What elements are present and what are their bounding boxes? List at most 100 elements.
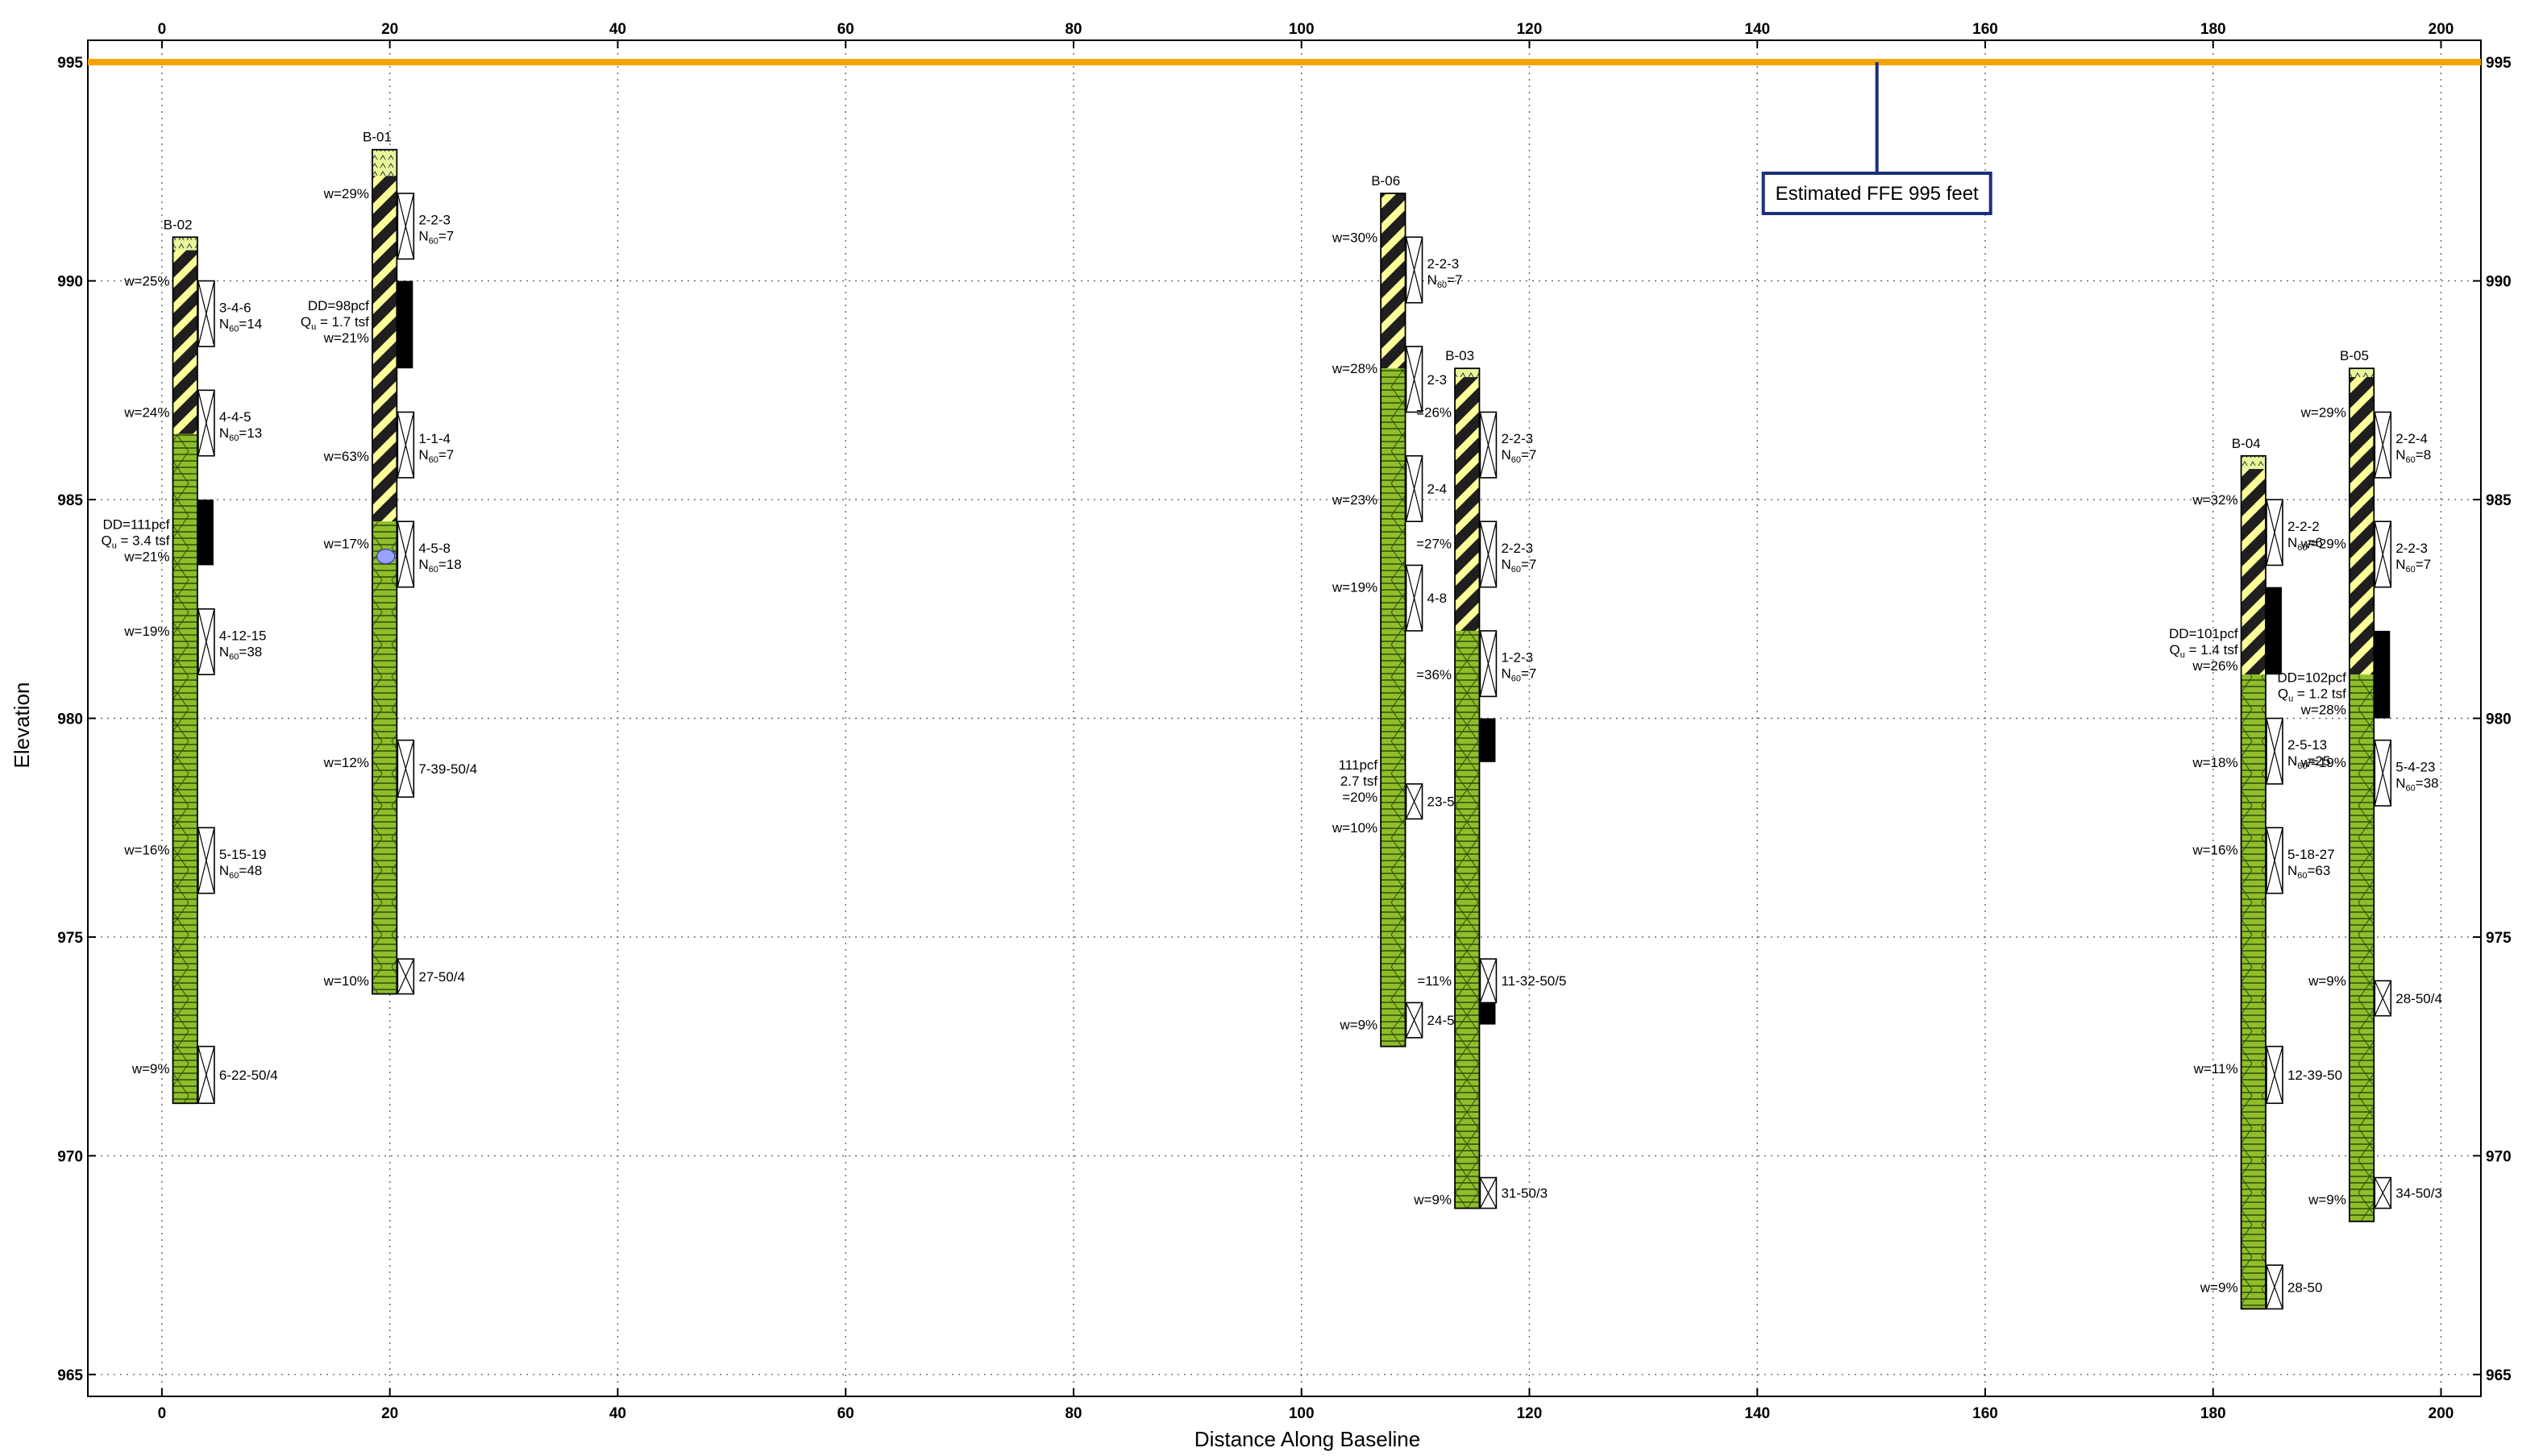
boring-id-label: B-04 [2232, 436, 2261, 451]
moisture-content-label: w=17% [323, 536, 369, 551]
spt-sample-cross [197, 608, 215, 675]
moisture-content-label: w=9% [131, 1061, 170, 1076]
blow-count-label: 7-39-50/4 [418, 761, 477, 777]
moisture-content-label: w=10% [323, 973, 369, 989]
boring-id-label: B-02 [164, 217, 193, 232]
moisture-content-label: w=32% [2192, 492, 2237, 508]
x-tick-label-bottom: 180 [2200, 1405, 2226, 1422]
y-axis-label: Elevation [10, 682, 34, 769]
lab-test-label: DD=111pcf [103, 516, 170, 532]
soil-layer-clay [172, 250, 197, 434]
n60-label: N60=7 [2395, 557, 2431, 575]
x-tick-label-bottom: 140 [1744, 1405, 1770, 1422]
blow-count-label: 5-18-27 [2287, 847, 2335, 862]
x-tick-label-bottom: 60 [837, 1405, 854, 1422]
y-tick-label-left: 970 [57, 1148, 83, 1165]
spt-sample-cross [1405, 237, 1423, 303]
x-tick-label-bottom: 80 [1065, 1405, 1082, 1422]
moisture-content-label: w=10% [1332, 820, 1377, 836]
blow-count-label: 3-4-6 [219, 300, 251, 315]
moisture-content-label: w=16% [2192, 842, 2237, 857]
moisture-content-label: w=19% [2300, 755, 2346, 770]
n60-label: N60=7 [1501, 666, 1536, 684]
y-tick-label-left: 965 [57, 1367, 83, 1384]
lab-qu-label: Qu = 3.4 tsf [101, 533, 169, 550]
y-tick-label-right: 980 [2486, 711, 2512, 728]
spt-sample-cross [397, 958, 414, 994]
n60-label: N60=8 [2395, 447, 2431, 465]
lab-qu-label: Qu = 1.2 tsf [2278, 686, 2346, 703]
boring-id-label: B-03 [1445, 348, 1474, 363]
spt-sample-cross [2266, 718, 2283, 785]
moisture-content-label: w=30% [1332, 230, 1377, 245]
soil-layer-clay [372, 176, 397, 522]
moisture-content-label: w=9% [2308, 973, 2346, 989]
x-tick-label-top: 160 [1972, 21, 1998, 38]
spt-sample-cross [197, 280, 215, 347]
boring-id-label: B-01 [363, 130, 392, 145]
blow-count-label: 28-50/4 [2395, 991, 2442, 1006]
n60-label: N60=7 [418, 229, 454, 247]
boring-outline [1454, 367, 1481, 1209]
y-tick-label-right: 965 [2486, 1367, 2512, 1384]
n60-label: N60=38 [2395, 775, 2438, 793]
blow-count-label: 2-3 [1427, 372, 1448, 388]
spt-sample-cross [397, 740, 414, 798]
moisture-content-label: w=24% [123, 404, 169, 420]
x-tick-label-bottom: 40 [609, 1405, 626, 1422]
moisture-content-label: =11% [1417, 973, 1452, 989]
y-tick-label-left: 980 [57, 711, 83, 728]
n60-label: N60=6 [2287, 535, 2323, 553]
n60-label: N60=63 [2287, 863, 2330, 881]
n60-label: N60=25 [2287, 753, 2330, 771]
soil-layer-topsoil [2349, 368, 2375, 378]
moisture-content-label: w=18% [2192, 755, 2237, 770]
boring-outline [1380, 193, 1406, 1047]
spt-sample-cross [397, 193, 414, 259]
blow-count-label: 2-5-13 [2287, 737, 2327, 753]
moisture-content-label: w=19% [123, 624, 169, 639]
spt-sample-cross [1479, 521, 1498, 587]
soil-layer-topsoil [172, 237, 197, 251]
blow-count-label: 4-4-5 [219, 409, 251, 425]
moisture-content-label: w=9% [2308, 1193, 2346, 1208]
n60-label: N60=7 [418, 447, 454, 465]
moisture-content-label: w=29% [323, 186, 369, 201]
moisture-content-label: w=63% [323, 449, 369, 464]
ffe-callout-label: Estimated FFE 995 feet [1776, 183, 1979, 205]
blow-count-label: 2-2-3 [1427, 256, 1460, 272]
blow-count-label: 4-12-15 [219, 628, 267, 643]
blow-count-label: 6-22-50/4 [219, 1068, 278, 1083]
spt-sample-cross [397, 521, 414, 587]
x-tick-label-bottom: 0 [158, 1405, 167, 1422]
boring-b-03: B-032-2-3N60=72-2-3N60=71-2-3N60=711-32-… [1413, 348, 1566, 1209]
blow-count-label: 34-50/3 [2395, 1186, 2442, 1201]
blow-count-label: 5-4-23 [2395, 759, 2435, 774]
borings-layer: B-023-4-6N60=144-4-5N60=134-12-15N60=385… [101, 130, 2442, 1310]
x-tick-label-top: 100 [1289, 21, 1315, 38]
x-tick-label-bottom: 100 [1289, 1405, 1315, 1422]
soil-layer-glacial [2241, 674, 2266, 1309]
spt-sample-cross [1405, 346, 1423, 413]
x-tick-label-bottom: 20 [381, 1405, 398, 1422]
spt-sample-cross [1405, 565, 1423, 632]
moisture-content-label: w=29% [2300, 536, 2346, 551]
n60-label: N60=7 [1427, 272, 1463, 290]
lab-test-label: 111pcf [1339, 757, 1378, 773]
spt-sample-cross [197, 828, 215, 894]
x-tick-label-top: 20 [381, 21, 398, 38]
spt-sample-cross [197, 390, 215, 456]
y-tick-label-right: 995 [2486, 55, 2512, 72]
spt-sample-cross [2266, 1046, 2283, 1104]
y-tick-label-left: 990 [57, 274, 83, 291]
blow-count-label: 27-50/4 [418, 969, 465, 985]
lab-test-label: w=21% [323, 330, 369, 346]
boring-b-01: B-012-2-3N60=71-1-4N60=74-5-8N60=187-39-… [301, 130, 477, 995]
blow-count-label: 28-50 [2287, 1280, 2322, 1295]
y-tick-label-right: 990 [2486, 274, 2512, 291]
moisture-content-label: w=29% [2300, 404, 2346, 420]
blow-count-label: 4-5-8 [418, 541, 451, 556]
n60-label: N60=18 [418, 557, 461, 575]
boring-id-label: B-05 [2340, 348, 2369, 363]
